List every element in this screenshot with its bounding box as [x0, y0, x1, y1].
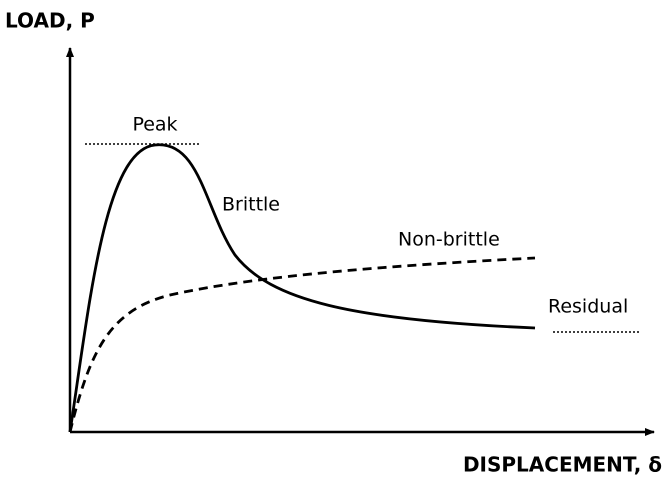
- non-brittle-curve: [68, 256, 536, 433]
- brittle-curve: [68, 143, 536, 433]
- y-axis-label: LOAD, P: [5, 9, 95, 33]
- brittle-label: Brittle: [222, 194, 280, 216]
- peak-label: Peak: [132, 114, 177, 136]
- non-brittle-label: Non-brittle: [398, 229, 500, 251]
- x-axis-label: DISPLACEMENT, δ: [463, 453, 662, 477]
- residual-label: Residual: [548, 296, 628, 318]
